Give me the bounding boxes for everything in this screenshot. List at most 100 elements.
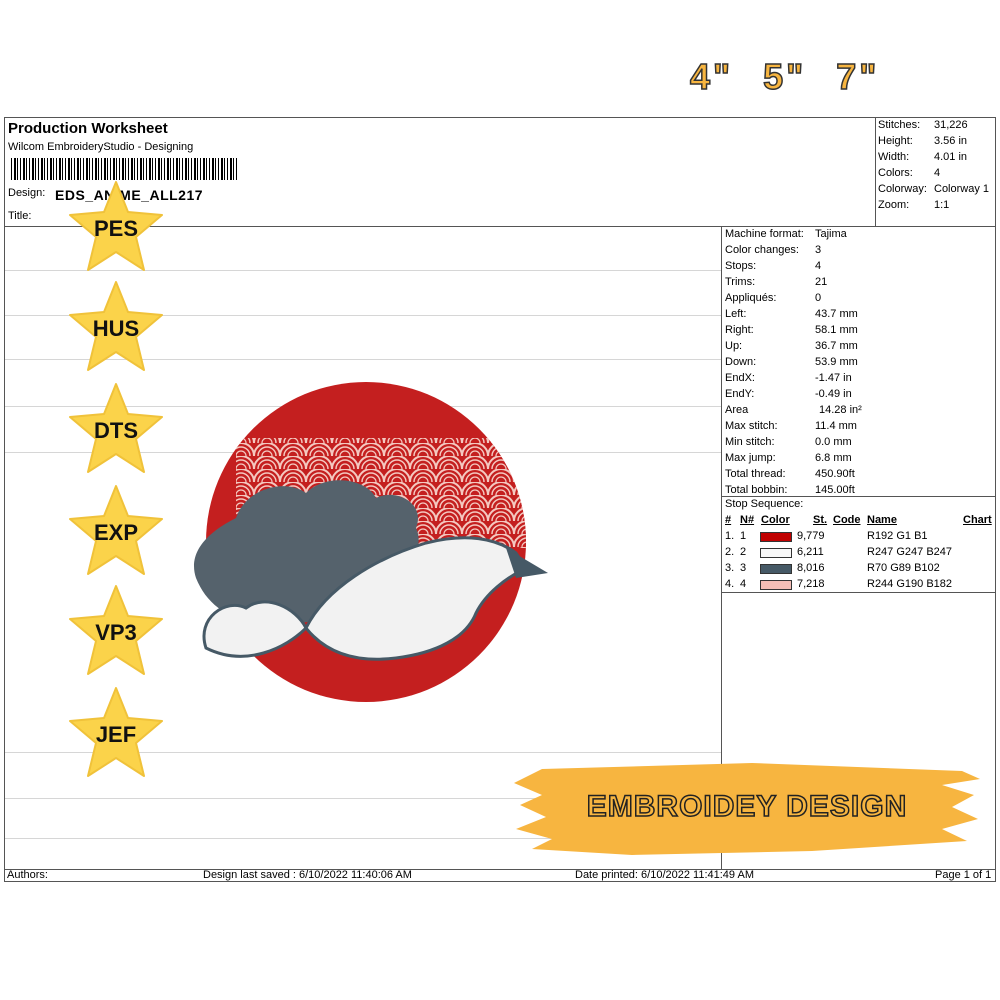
- stat-value: 0.0 mm: [815, 436, 852, 448]
- stat-label: Stops:: [725, 260, 757, 272]
- stats-divider: [721, 496, 995, 497]
- stat-value: -0.49 in: [815, 388, 852, 400]
- stat-label: Max jump:: [725, 452, 776, 464]
- design-label: Design:: [8, 187, 46, 199]
- title-label: Title:: [8, 210, 32, 222]
- stat-label: Machine format:: [725, 228, 804, 240]
- stop-name: R247 G247 B247: [867, 546, 953, 558]
- stop-stitches: 8,016: [797, 562, 825, 574]
- stop-header: Code: [833, 514, 861, 526]
- stop-name: R192 G1 B1: [867, 530, 928, 542]
- stop-number: 2: [740, 546, 747, 558]
- stat-label: Area: [725, 404, 749, 416]
- format-star-exp: EXP: [68, 484, 164, 576]
- app-subtitle: Wilcom EmbroideryStudio - Designing: [8, 141, 194, 153]
- summary-value: 1:1: [934, 199, 950, 211]
- format-star-vp3: VP3: [68, 584, 164, 676]
- summary-value: 3.56 in: [934, 135, 968, 147]
- star-icon: [69, 485, 163, 575]
- header-left: Production Worksheet Wilcom EmbroiderySt…: [5, 118, 875, 226]
- format-star-hus: HUS: [68, 280, 164, 372]
- summary-label: Height:: [878, 135, 913, 147]
- format-label: EXP: [93, 520, 139, 545]
- fox-tail: [202, 600, 308, 658]
- design-value: EDS_ANIME_ALL217: [55, 187, 204, 203]
- grid-line: [5, 752, 721, 753]
- stat-value: 43.7 mm: [815, 308, 858, 320]
- color-swatch: [760, 564, 792, 574]
- summary-label: Zoom:: [878, 199, 910, 211]
- footer-printed: Date printed: 6/10/2022 11:41:49 AM: [575, 869, 754, 881]
- summary-label: Colorway:: [878, 183, 927, 195]
- stop-index: 3.: [725, 562, 735, 574]
- stat-value: 3: [815, 244, 822, 256]
- size-label: 5": [762, 55, 807, 98]
- stop-number: 3: [740, 562, 747, 574]
- color-swatch: [760, 532, 792, 542]
- worksheet: Production Worksheet Wilcom EmbroiderySt…: [4, 117, 996, 882]
- format-star-pes: PES: [68, 180, 164, 272]
- stop-number: 1: [740, 530, 747, 542]
- format-label: VP3: [95, 620, 137, 645]
- fox-body: [304, 536, 529, 661]
- stat-label: Max stitch:: [725, 420, 778, 432]
- stat-value: 14.28 in²: [819, 404, 862, 416]
- format-star-dts: DTS: [68, 382, 164, 474]
- footer-authors: Authors:: [7, 869, 48, 881]
- stat-label: Color changes:: [725, 244, 799, 256]
- star-icon: [69, 687, 163, 777]
- star-icon: [69, 181, 163, 271]
- stop-header: N#: [740, 514, 755, 526]
- summary-value: Colorway 1: [934, 183, 990, 195]
- stat-label: Down:: [725, 356, 757, 368]
- stat-label: Min stitch:: [725, 436, 775, 448]
- stat-value: -1.47 in: [815, 372, 852, 384]
- stat-label: EndY:: [725, 388, 755, 400]
- stat-label: Total thread:: [725, 468, 786, 480]
- format-label: HUS: [92, 316, 140, 341]
- footer-page: Page 1 of 1: [935, 869, 992, 881]
- star-icon: [69, 585, 163, 675]
- grid-line: [5, 270, 721, 271]
- stop-index: 2.: [725, 546, 735, 558]
- fox-whisker: [506, 548, 548, 578]
- summary-value: 31,226: [934, 119, 968, 131]
- stat-value: 4: [815, 260, 822, 272]
- header-divider: [5, 226, 995, 227]
- stop-index: 1.: [725, 530, 735, 542]
- color-swatch: [760, 580, 792, 590]
- stat-value: 0: [815, 292, 822, 304]
- stop-index: 4.: [725, 578, 735, 590]
- stat-value: 145.00ft: [815, 484, 855, 496]
- stop-header: St.: [813, 514, 828, 526]
- stat-value: Tajima: [815, 228, 847, 240]
- grid-line: [5, 359, 721, 360]
- panel-divider: [721, 226, 722, 870]
- header-summary: Stitches: 31,226 Height: 3.56 in Width: …: [875, 118, 996, 226]
- stop-stitches: 7,218: [797, 578, 825, 590]
- banner-text: EMBROIDEY DESIGN: [586, 789, 908, 824]
- stop-stitches: 9,779: [797, 530, 825, 542]
- grid-line: [5, 838, 721, 839]
- format-label: JEF: [95, 722, 137, 747]
- stop-header: #: [725, 514, 732, 526]
- format-star-jef: JEF: [68, 686, 164, 778]
- page-title: Production Worksheet: [8, 120, 168, 137]
- stat-label: Appliqués:: [725, 292, 777, 304]
- stop-header: Color: [761, 514, 790, 526]
- embroidery-preview: [194, 382, 548, 702]
- summary-value: 4.01 in: [934, 151, 968, 163]
- footer-divider: [5, 869, 995, 870]
- stat-value: 450.90ft: [815, 468, 855, 480]
- color-swatch: [760, 548, 792, 558]
- stop-stitches: 6,211: [797, 546, 824, 558]
- stat-label: Right:: [725, 324, 754, 336]
- stop-name: R70 G89 B102: [867, 562, 940, 574]
- size-label: 7": [835, 55, 880, 98]
- size-labels: 4" 5" 7": [689, 55, 909, 98]
- stat-value: 53.9 mm: [815, 356, 858, 368]
- star-icon: [69, 281, 163, 371]
- grid-line: [5, 315, 721, 316]
- summary-label: Colors:: [878, 167, 913, 179]
- stop-sequence-title: Stop Sequence:: [725, 498, 804, 510]
